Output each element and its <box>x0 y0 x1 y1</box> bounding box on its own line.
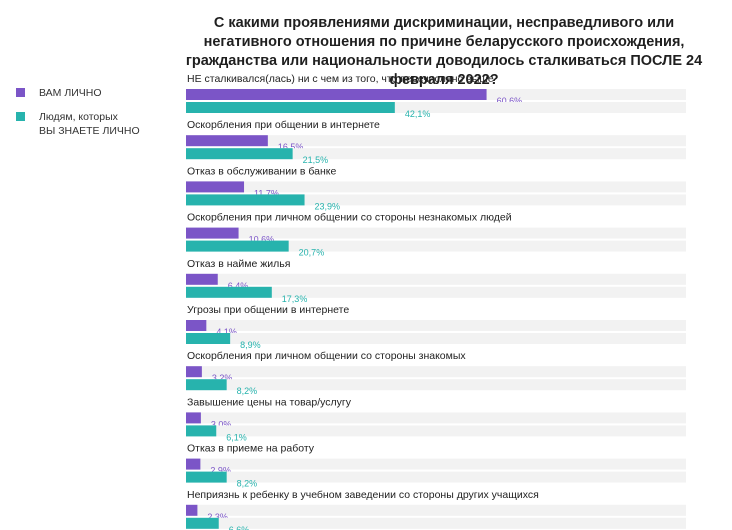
data-label: 20,7% <box>299 248 325 258</box>
category-label: Отказ в приеме на работу <box>187 443 315 455</box>
bar-track <box>186 471 686 483</box>
category-label: Оскорбления при общении в интернете <box>187 119 380 131</box>
data-label: 6,6% <box>229 525 250 530</box>
bar-personal <box>186 458 201 470</box>
category-label: Неприязнь к ребенку в учебном заведении … <box>187 489 539 501</box>
data-label: 3,0% <box>211 419 232 429</box>
bar-acquaintances <box>186 240 289 252</box>
bar-track <box>186 458 686 470</box>
bar-acquaintances <box>186 425 217 437</box>
category-label: Угрозы при общении в интернете <box>187 304 349 316</box>
category-label: Отказ в найме жилья <box>187 258 290 270</box>
bar-track <box>186 366 686 378</box>
bar-personal <box>186 366 202 378</box>
bar-track <box>186 504 686 516</box>
legend-label-acquaintances-line2: ВЫ ЗНАЕТЕ ЛИЧНО <box>39 125 140 137</box>
data-label: 10,6% <box>249 235 275 245</box>
data-label: 17,3% <box>282 294 308 304</box>
data-label: 21,5% <box>303 155 329 165</box>
bar-track <box>186 227 686 239</box>
bar-track <box>186 240 686 252</box>
category-label: Оскорбления при личном общении со сторон… <box>187 350 466 362</box>
legend-swatch-purple <box>16 88 25 97</box>
bar-personal <box>186 135 268 147</box>
bar-track <box>186 102 686 113</box>
legend-item-personal: ВАМ ЛИЧНО <box>16 86 140 100</box>
bar-personal <box>186 273 218 285</box>
data-label: 11,7% <box>254 188 279 198</box>
data-label: 3,2% <box>212 373 233 383</box>
category-label: Оскорбления при личном общении со сторон… <box>187 212 512 224</box>
legend-item-acquaintances: Людям, которых ВЫ ЗНАЕТЕ ЛИЧНО <box>16 110 140 138</box>
data-label: 16,5% <box>278 142 304 152</box>
data-label: 6,1% <box>226 432 247 442</box>
data-label: 4,1% <box>216 327 237 337</box>
bar-personal <box>186 412 201 424</box>
bar-track <box>186 412 686 424</box>
bar-track <box>186 286 686 298</box>
legend-label-personal: ВАМ ЛИЧНО <box>39 87 102 99</box>
legend: ВАМ ЛИЧНО Людям, которых ВЫ ЗНАЕТЕ ЛИЧНО <box>16 86 140 148</box>
bar-personal <box>186 89 487 100</box>
legend-swatch-teal <box>16 112 25 121</box>
data-label: 8,2% <box>237 479 258 489</box>
data-label: 6,4% <box>228 281 249 291</box>
bar-personal <box>186 320 207 331</box>
bar-acquaintances <box>186 379 227 391</box>
bar-acquaintances <box>186 333 231 344</box>
bar-personal <box>186 504 198 516</box>
category-label: Отказ в обслуживании в банке <box>187 165 336 177</box>
bar-personal <box>186 181 245 193</box>
bar-track <box>186 273 686 285</box>
bar-acquaintances <box>186 194 305 206</box>
bar-acquaintances <box>186 471 227 483</box>
data-label: 8,2% <box>237 386 258 396</box>
data-label: 60,6% <box>497 96 523 106</box>
bar-acquaintances <box>186 286 272 298</box>
bar-acquaintances <box>186 102 395 113</box>
bar-acquaintances <box>186 148 293 160</box>
bar-track <box>186 517 686 529</box>
bar-track <box>186 181 686 193</box>
legend-label-acquaintances-line1: Людям, которых <box>39 111 118 123</box>
category-label: НЕ сталкивался(лась) ни с чем из того, ч… <box>187 73 494 85</box>
bar-track <box>186 320 686 331</box>
bar-track <box>186 379 686 391</box>
data-label: 2,9% <box>210 466 231 476</box>
bar-personal <box>186 227 239 239</box>
data-label: 2,3% <box>207 512 228 522</box>
bar-track <box>186 148 686 160</box>
bar-track <box>186 333 686 344</box>
data-label: 23,9% <box>315 201 341 211</box>
category-label: Завышение цены на товар/услугу <box>187 396 352 408</box>
data-label: 8,9% <box>240 340 261 350</box>
bar-track <box>186 194 686 206</box>
chart-title: С какими проявлениями дискриминации, нес… <box>185 15 703 88</box>
bar-track <box>186 135 686 147</box>
bar-track <box>186 425 686 437</box>
bar-acquaintances <box>186 517 219 529</box>
data-label: 42,1% <box>405 109 431 119</box>
